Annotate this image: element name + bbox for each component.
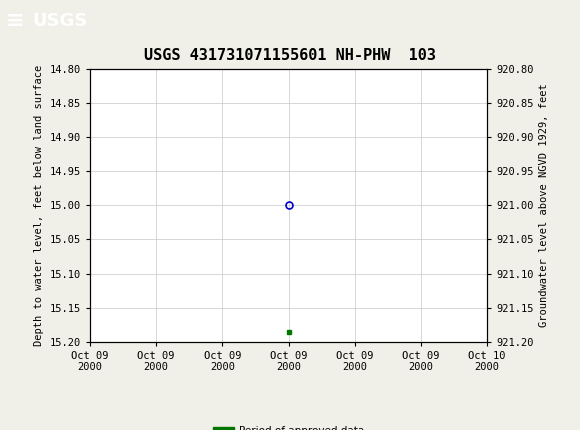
Text: ≡: ≡ (6, 11, 24, 31)
Text: USGS: USGS (32, 12, 87, 30)
Text: USGS 431731071155601 NH-PHW  103: USGS 431731071155601 NH-PHW 103 (144, 48, 436, 62)
Legend: Period of approved data: Period of approved data (209, 422, 368, 430)
Y-axis label: Depth to water level, feet below land surface: Depth to water level, feet below land su… (34, 64, 44, 346)
Y-axis label: Groundwater level above NGVD 1929, feet: Groundwater level above NGVD 1929, feet (539, 83, 549, 327)
